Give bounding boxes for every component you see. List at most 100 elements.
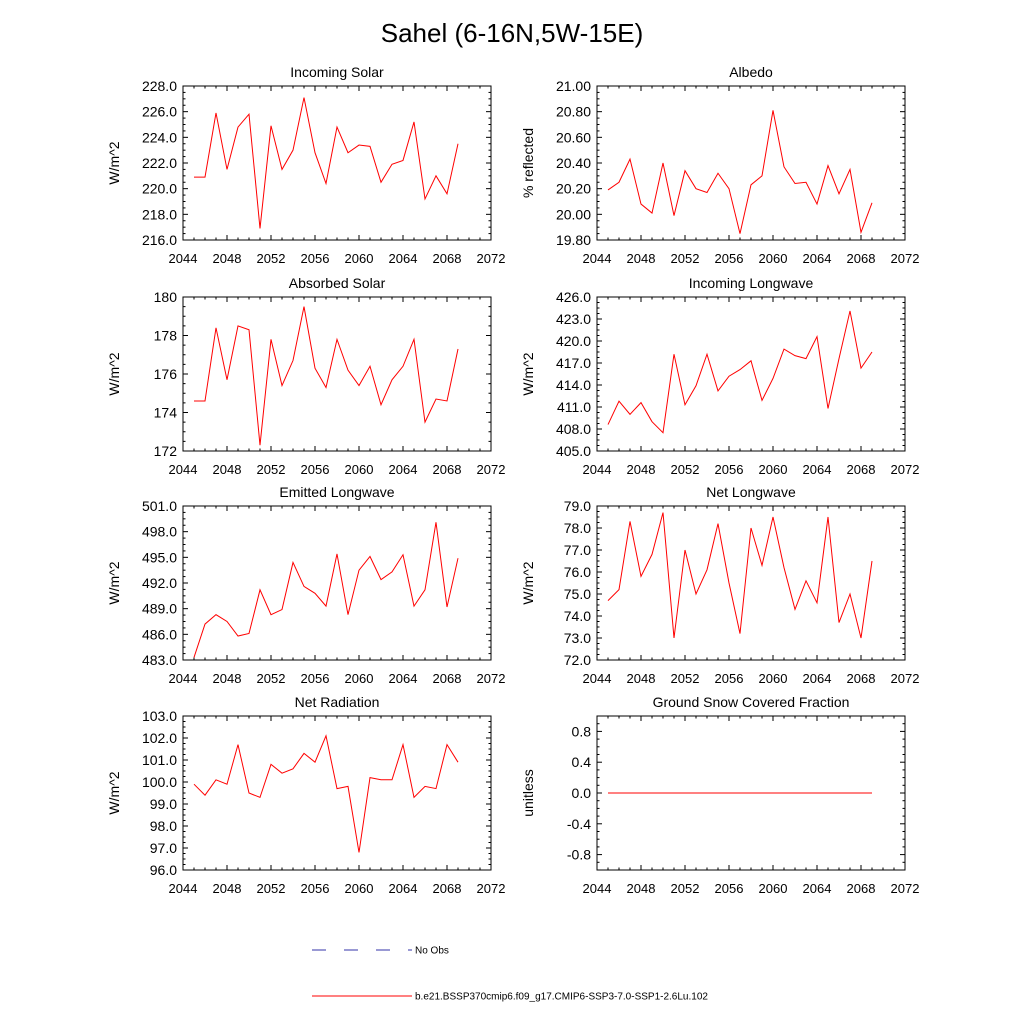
x-tick-label: 2072 xyxy=(477,881,506,896)
x-tick-label: 2060 xyxy=(345,462,374,477)
y-axis-label: W/m^2 xyxy=(106,352,122,395)
y-axis-label: W/m^2 xyxy=(106,771,122,814)
plot-frame xyxy=(596,296,906,452)
plot-frame xyxy=(182,85,492,241)
y-tick-label: 72.0 xyxy=(564,652,591,668)
x-tick-label: 2052 xyxy=(671,251,700,266)
x-tick-label: 2052 xyxy=(671,881,700,896)
x-tick-label: 2072 xyxy=(477,671,506,686)
x-tick-label: 2048 xyxy=(627,881,656,896)
y-tick-label: 172 xyxy=(154,443,178,459)
chart-panel-3: Absorbed Solar W/m^2 2044 2048 2052 2056 2060 2… xyxy=(106,275,505,477)
y-tick-label: 0.8 xyxy=(572,723,592,739)
y-tick-label: 74.0 xyxy=(564,608,591,624)
x-tick-label: 2044 xyxy=(583,462,612,477)
x-tick-label: 2052 xyxy=(257,881,286,896)
y-axis-label: W/m^2 xyxy=(520,352,536,395)
x-tick-label: 2056 xyxy=(715,881,744,896)
panel-title: Net Longwave xyxy=(706,484,796,500)
y-tick-label: 405.0 xyxy=(556,443,591,459)
y-tick-label: 180 xyxy=(154,289,178,305)
y-tick-label: 78.0 xyxy=(564,520,591,536)
y-tick-label: 408.0 xyxy=(556,421,591,437)
y-tick-label: 420.0 xyxy=(556,333,591,349)
y-tick-label: 498.0 xyxy=(142,524,177,540)
plot-frame xyxy=(182,715,492,871)
x-tick-label: 2056 xyxy=(301,671,330,686)
y-tick-label: 75.0 xyxy=(564,586,591,602)
y-tick-label: 0.0 xyxy=(572,785,592,801)
y-tick-label: -0.8 xyxy=(567,847,591,863)
x-tick-label: 2048 xyxy=(627,671,656,686)
y-tick-label: 411.0 xyxy=(557,399,591,415)
x-tick-label: 2044 xyxy=(169,251,198,266)
y-tick-label: 77.0 xyxy=(564,542,591,558)
y-tick-label: 495.0 xyxy=(142,549,177,565)
x-tick-label: 2048 xyxy=(627,462,656,477)
y-tick-label: 100.0 xyxy=(142,774,177,790)
x-tick-label: 2060 xyxy=(759,462,788,477)
x-tick-label: 2068 xyxy=(433,251,462,266)
y-tick-label: 101.0 xyxy=(142,752,177,768)
x-tick-label: 2072 xyxy=(477,462,506,477)
x-tick-label: 2048 xyxy=(213,881,242,896)
chart-panel-4: Incoming Longwave W/m^2 2044 2048 2052 2056 20… xyxy=(520,275,919,477)
y-tick-label: 20.80 xyxy=(556,104,591,120)
panel-title: Incoming Solar xyxy=(290,64,384,80)
chart-panel-5: Emitted Longwave W/m^2 2044 2048 2052 2056 206… xyxy=(106,484,505,686)
y-tick-label: 0.4 xyxy=(572,754,592,770)
y-tick-label: 97.0 xyxy=(150,840,177,856)
panel-title: Ground Snow Covered Fraction xyxy=(653,694,850,710)
y-tick-label: 228.0 xyxy=(142,78,177,94)
x-tick-label: 2044 xyxy=(583,881,612,896)
y-tick-label: 492.0 xyxy=(142,575,177,591)
x-tick-label: 2044 xyxy=(583,251,612,266)
x-tick-label: 2068 xyxy=(847,462,876,477)
series-line xyxy=(194,306,459,446)
x-tick-label: 2048 xyxy=(213,671,242,686)
panel-title: Albedo xyxy=(729,64,773,80)
x-tick-label: 2072 xyxy=(891,251,920,266)
y-tick-label: 19.80 xyxy=(556,232,591,248)
y-tick-label: 414.0 xyxy=(556,377,591,393)
y-tick-label: 73.0 xyxy=(564,630,591,646)
x-tick-label: 2052 xyxy=(257,462,286,477)
x-tick-label: 2048 xyxy=(213,251,242,266)
y-tick-label: 20.40 xyxy=(556,155,591,171)
x-tick-label: 2068 xyxy=(433,881,462,896)
y-tick-label: 21.00 xyxy=(556,78,591,94)
x-tick-label: 2068 xyxy=(847,671,876,686)
y-tick-label: 224.0 xyxy=(142,129,177,145)
panel-title: Emitted Longwave xyxy=(279,484,394,500)
x-tick-label: 2068 xyxy=(847,881,876,896)
chart-panel-2: Albedo % reflected 2044 2048 2052 2056 2060 206… xyxy=(520,64,919,266)
x-tick-label: 2060 xyxy=(759,251,788,266)
series-line xyxy=(607,310,873,434)
chart-panel-8: Ground Snow Covered Fraction unitless 2044… xyxy=(520,694,919,896)
panel-title: Absorbed Solar xyxy=(289,275,386,291)
y-tick-label: 222.0 xyxy=(142,155,177,171)
x-tick-label: 2060 xyxy=(345,671,374,686)
y-tick-label: 220.0 xyxy=(142,181,177,197)
y-tick-label: 76.0 xyxy=(564,564,591,580)
series-line xyxy=(607,512,873,639)
x-tick-label: 2060 xyxy=(759,671,788,686)
x-tick-label: 2056 xyxy=(301,462,330,477)
x-tick-label: 2056 xyxy=(715,462,744,477)
y-tick-label: 98.0 xyxy=(150,818,177,834)
legend-obs-label: No Obs xyxy=(415,946,449,957)
x-tick-label: 2048 xyxy=(627,251,656,266)
panel-title: Incoming Longwave xyxy=(689,275,814,291)
x-tick-label: 2056 xyxy=(715,251,744,266)
series-line xyxy=(607,110,873,235)
y-tick-label: 178 xyxy=(154,328,178,344)
x-tick-label: 2072 xyxy=(477,251,506,266)
plot-frame xyxy=(182,296,492,452)
y-tick-label: 216.0 xyxy=(142,232,177,248)
y-tick-label: 103.0 xyxy=(142,708,177,724)
x-tick-label: 2060 xyxy=(759,881,788,896)
x-tick-label: 2072 xyxy=(891,462,920,477)
x-tick-label: 2064 xyxy=(803,881,832,896)
panel-title: Net Radiation xyxy=(295,694,380,710)
